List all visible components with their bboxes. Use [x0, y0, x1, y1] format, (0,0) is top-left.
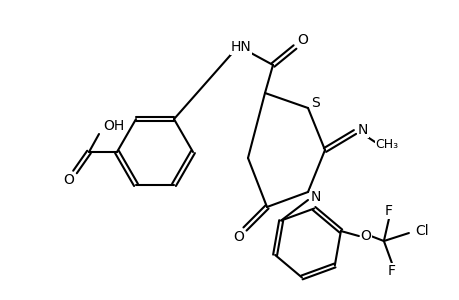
Text: O: O	[297, 33, 308, 47]
Text: O: O	[360, 229, 370, 243]
Text: O: O	[63, 173, 74, 187]
Text: N: N	[310, 190, 320, 204]
Text: CH₃: CH₃	[375, 137, 397, 151]
Text: F: F	[384, 204, 392, 218]
Text: S: S	[311, 96, 319, 110]
Text: Cl: Cl	[414, 224, 428, 238]
Text: N: N	[357, 123, 367, 137]
Text: OH: OH	[103, 119, 124, 133]
Text: O: O	[233, 230, 244, 244]
Text: HN: HN	[230, 40, 251, 54]
Text: F: F	[387, 264, 395, 278]
